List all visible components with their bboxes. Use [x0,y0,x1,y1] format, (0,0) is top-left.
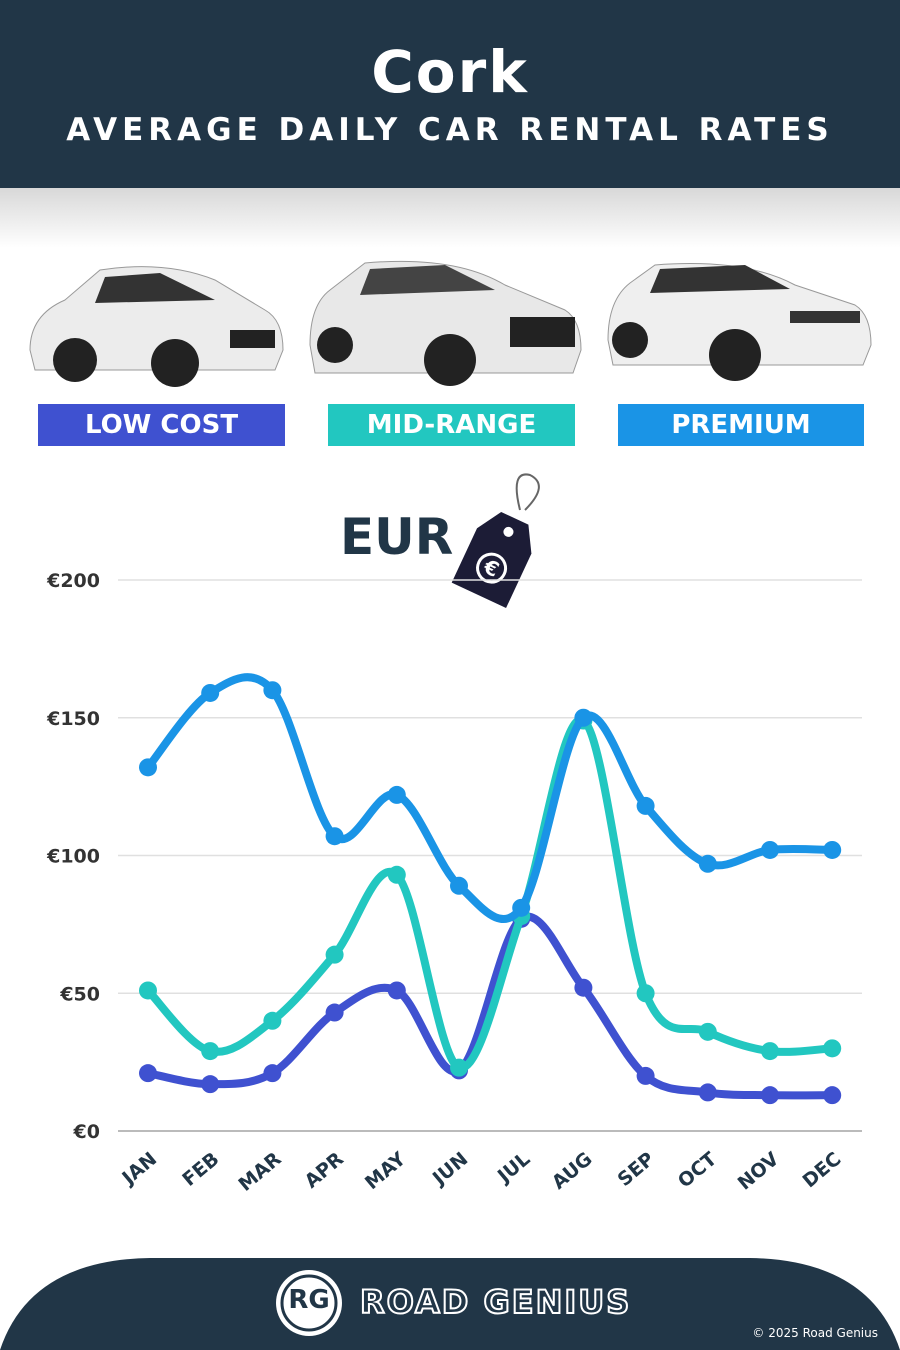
x-tick-label: OCT [674,1148,721,1193]
data-point [761,1086,779,1105]
y-tick-label: €200 [46,570,100,592]
data-point [698,1083,717,1102]
data-point [325,945,344,964]
page-title: Cork [371,38,529,106]
label-mid-range: MID-RANGE [328,404,575,446]
y-tick-label: €150 [46,708,100,730]
x-tick-label: MAR [235,1148,286,1196]
y-tick-label: €0 [73,1121,100,1143]
x-tick-label: MAY [361,1148,410,1194]
data-point [574,978,593,997]
page-subtitle: AVERAGE DAILY CAR RENTAL RATES [66,112,834,148]
data-point [823,1039,842,1058]
data-point [387,785,406,804]
data-point [263,681,282,700]
data-point [698,1022,717,1041]
x-tick-label: JAN [117,1148,162,1190]
line-chart: €0 €50 €100 €150 €200 JAN FEB MAR APR MAY JUN JUL AU… [46,570,862,1196]
y-tick-label: €50 [59,983,100,1005]
euro-price-tag-icon: € [451,473,540,608]
data-point [823,1086,842,1105]
data-point [387,865,406,884]
x-tick-label: AUG [548,1148,597,1194]
data-point [636,984,655,1003]
x-tick-label: DEC [799,1148,846,1192]
copyright: © 2025 Road Genius [752,1326,878,1340]
data-point [263,1064,282,1083]
data-point [698,854,717,873]
data-point [201,1075,220,1094]
hatchback-car-image [29,266,284,387]
x-tick-label: APR [301,1148,349,1193]
label-premium: PREMIUM [618,404,864,446]
series-line-mid-range [144,715,837,1072]
data-point [201,1042,220,1061]
y-tick-label: €100 [46,846,100,868]
suv-car-image [309,260,582,386]
footer-brand: ROAD GENIUS [359,1282,632,1322]
x-tick-label: JUL [492,1148,534,1188]
x-tick-label: NOV [734,1148,784,1195]
header: Cork AVERAGE DAILY CAR RENTAL RATES [0,0,900,188]
data-point [139,1064,157,1083]
data-point [201,683,220,702]
premium-suv-car-image [607,263,872,381]
data-point [450,1058,468,1077]
data-point [387,981,406,1000]
series-line-premium [144,673,837,923]
data-point [139,981,157,1000]
label-low-cost: LOW COST [38,404,285,446]
x-tick-label: FEB [178,1148,223,1191]
data-point [512,898,531,917]
data-point [574,708,593,727]
data-point [325,827,344,846]
x-tick-label: SEP [614,1148,659,1191]
currency-label: EUR [340,508,454,566]
data-point [450,876,468,895]
footer-logo: RG [288,1285,330,1315]
data-point [761,840,779,859]
data-point [263,1011,282,1030]
data-point [636,1066,655,1085]
data-point [325,1003,344,1022]
data-point [823,840,842,859]
footer-background [0,1258,900,1350]
x-tick-label: JUN [427,1148,472,1191]
data-point [761,1042,779,1061]
data-point [139,758,157,777]
data-point [636,796,655,815]
header-shadow [0,188,900,248]
